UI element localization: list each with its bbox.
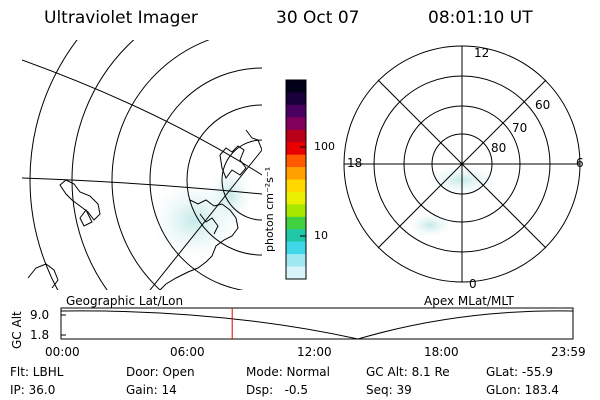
colorbar-segment	[286, 154, 306, 168]
colorbar-segment	[286, 266, 306, 280]
glon-status: GLon: 183.4	[486, 383, 559, 397]
altitude-ylabel: GC Alt	[10, 311, 24, 349]
right-map-caption: Apex MLat/MLT	[424, 294, 514, 308]
mlt-label-12: 12	[474, 46, 490, 60]
mlt-label-0: 0	[469, 277, 477, 291]
colorbar	[285, 79, 307, 280]
mlt-label-6: 6	[576, 156, 584, 170]
altitude-plot	[60, 307, 574, 340]
altitude-curve	[61, 310, 573, 339]
colorbar-segment	[286, 229, 306, 243]
coastlines	[27, 129, 262, 290]
colorbar-unit-label: photon cm⁻²s⁻¹	[263, 166, 276, 252]
colorbar-segment	[286, 191, 306, 205]
colorbar-segment	[286, 204, 306, 218]
door-status: Door: Open	[126, 365, 195, 379]
colorbar-segment	[286, 104, 306, 118]
glat-status: GLat: -55.9	[486, 365, 553, 379]
gain-status: Gain: 14	[126, 383, 177, 397]
polar-map	[343, 45, 581, 283]
colorbar-segment	[286, 80, 306, 94]
xtick-2359: 23:59	[551, 345, 586, 359]
lat-label-80: 80	[491, 141, 507, 155]
colorbar-segment	[286, 241, 306, 255]
colorbar-segment	[286, 129, 306, 143]
xtick-1200: 12:00	[297, 345, 332, 359]
xtick-0000: 00:00	[45, 345, 80, 359]
left-map-caption: Geographic Lat/Lon	[66, 294, 184, 308]
colorbar-segment	[286, 142, 306, 156]
colorbar-segment	[286, 92, 306, 106]
time-label: 08:01:10 UT	[428, 8, 533, 28]
instrument-title: Ultraviolet Imager	[44, 8, 198, 28]
xtick-1800: 18:00	[424, 345, 459, 359]
filter-status: Flt: LBHL	[10, 365, 64, 379]
colorbar-segment	[286, 216, 306, 230]
xtick-0600: 06:00	[170, 345, 205, 359]
mode-status: Mode: Normal	[246, 365, 330, 379]
lat-label-70: 70	[512, 121, 528, 135]
lat-label-60: 60	[535, 98, 551, 112]
dsp-status: Dsp: -0.5	[246, 383, 309, 397]
ip-status: IP: 36.0	[10, 383, 56, 397]
colorbar-segment	[286, 167, 306, 181]
mlt-label-18: 18	[347, 156, 363, 170]
latitude-circles	[29, 40, 262, 290]
colorbar-tick-100: 100	[314, 140, 335, 153]
colorbar-segment	[286, 117, 306, 131]
colorbar-segment	[286, 179, 306, 193]
colorbar-tick-10: 10	[314, 229, 328, 242]
gc-alt-status: GC Alt: 8.1 Re	[366, 365, 450, 379]
date-label: 30 Oct 07	[276, 8, 360, 28]
alt-ytick-1-8: 1.8	[30, 328, 50, 342]
alt-ytick-9: 9.0	[30, 308, 50, 322]
colorbar-segment	[286, 254, 306, 268]
meridian-lines	[22, 59, 262, 290]
seq-status: Seq: 39	[366, 383, 412, 397]
geographic-map	[22, 40, 262, 290]
